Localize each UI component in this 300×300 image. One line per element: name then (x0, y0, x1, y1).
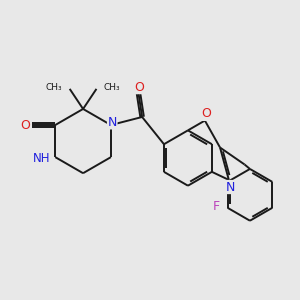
Text: O: O (20, 118, 30, 131)
Text: CH₃: CH₃ (46, 82, 63, 91)
Text: NH: NH (32, 152, 50, 164)
Text: CH₃: CH₃ (103, 82, 120, 91)
Text: O: O (134, 81, 144, 94)
Text: N: N (226, 181, 235, 194)
Text: N: N (107, 116, 117, 129)
Text: F: F (212, 200, 220, 213)
Text: O: O (201, 107, 211, 120)
